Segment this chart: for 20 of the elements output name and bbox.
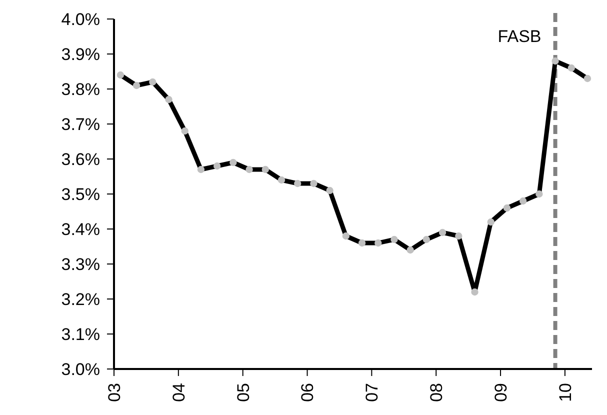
y-tick-label: 3.0%	[61, 360, 100, 379]
y-tick-label: 3.1%	[61, 324, 100, 344]
x-tick-label: 04	[169, 383, 188, 402]
x-tick-label: 03	[104, 383, 124, 402]
y-tick-label: 4.0%	[61, 10, 100, 29]
y-tick-label: 3.8%	[61, 80, 100, 99]
y-tick-label: 3.2%	[61, 290, 100, 309]
y-tick-label: 3.4%	[61, 220, 100, 239]
x-tick-label: 08	[427, 383, 446, 402]
x-tick-label: 10	[556, 383, 575, 402]
y-tick-label: 3.7%	[61, 114, 100, 134]
x-tick-label: 09	[491, 383, 510, 402]
y-tick-label: 3.3%	[61, 254, 100, 274]
y-tick-label: 3.9%	[61, 44, 100, 64]
y-tick-label: 3.5%	[61, 184, 100, 204]
ref-line-label: FASB	[498, 27, 542, 46]
x-tick-label: 07	[362, 383, 382, 402]
y-tick-label: 3.6%	[61, 150, 100, 169]
x-tick-label: 05	[234, 383, 253, 402]
x-tick-label: 06	[298, 383, 318, 402]
